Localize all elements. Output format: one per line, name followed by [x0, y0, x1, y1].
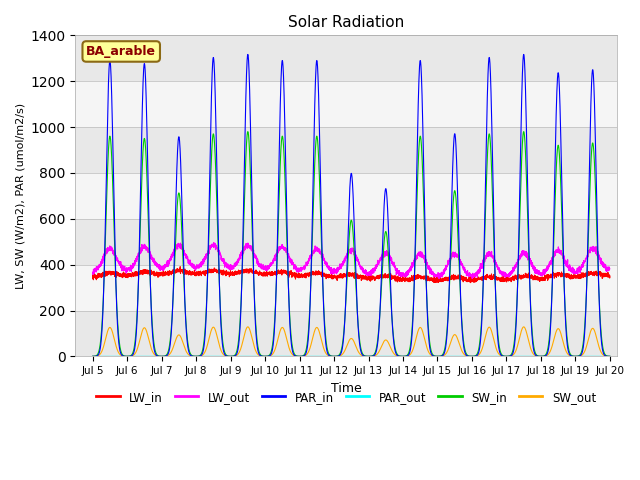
- Line: LW_out: LW_out: [93, 243, 610, 280]
- LW_out: [465, 277, 473, 283]
- Bar: [76, 36, 617, 81]
- PAR_in: [438, 353, 446, 359]
- SW_in: [89, 353, 97, 359]
- SW_out: [365, 353, 372, 359]
- LW_out: [210, 240, 218, 246]
- SW_in: [605, 353, 613, 359]
- Bar: [76, 127, 617, 173]
- X-axis label: Time: Time: [331, 382, 362, 395]
- SW_out: [467, 353, 475, 359]
- LW_in: [89, 276, 97, 281]
- Line: SW_in: SW_in: [93, 132, 610, 356]
- LW_in: [467, 278, 475, 284]
- SW_out: [244, 324, 252, 330]
- LW_in: [177, 264, 184, 270]
- LW_in: [182, 269, 189, 275]
- Legend: LW_in, LW_out, PAR_in, PAR_out, SW_in, SW_out: LW_in, LW_out, PAR_in, PAR_out, SW_in, S…: [92, 386, 601, 408]
- PAR_in: [244, 51, 252, 57]
- PAR_in: [182, 315, 189, 321]
- Line: SW_out: SW_out: [93, 327, 610, 356]
- PAR_out: [496, 353, 504, 359]
- SW_in: [606, 353, 614, 359]
- LW_in: [606, 273, 614, 279]
- Text: BA_arable: BA_arable: [86, 45, 156, 58]
- SW_in: [438, 352, 446, 358]
- SW_in: [467, 353, 475, 359]
- Y-axis label: LW, SW (W/m2), PAR (umol/m2/s): LW, SW (W/m2), PAR (umol/m2/s): [15, 103, 25, 289]
- Bar: [76, 219, 617, 264]
- SW_in: [182, 313, 189, 319]
- LW_in: [438, 276, 446, 282]
- PAR_in: [467, 353, 475, 359]
- Bar: [76, 264, 617, 311]
- LW_in: [605, 274, 613, 280]
- SW_in: [332, 353, 340, 359]
- PAR_in: [497, 351, 504, 357]
- SW_in: [244, 129, 252, 134]
- LW_out: [605, 264, 613, 270]
- PAR_out: [606, 353, 614, 359]
- PAR_in: [89, 353, 97, 359]
- Bar: [76, 173, 617, 219]
- PAR_out: [182, 353, 189, 359]
- Line: PAR_in: PAR_in: [93, 54, 610, 356]
- LW_in: [497, 275, 504, 281]
- LW_out: [182, 252, 189, 258]
- Title: Solar Radiation: Solar Radiation: [288, 15, 404, 30]
- PAR_in: [605, 353, 613, 359]
- LW_out: [606, 266, 614, 272]
- SW_out: [332, 353, 340, 359]
- Line: LW_in: LW_in: [93, 267, 610, 283]
- LW_in: [467, 280, 474, 286]
- Bar: [76, 311, 617, 356]
- SW_out: [497, 352, 504, 358]
- PAR_out: [438, 353, 446, 359]
- SW_out: [89, 353, 97, 359]
- SW_in: [497, 348, 504, 354]
- LW_in: [332, 274, 340, 279]
- SW_out: [182, 347, 189, 353]
- SW_out: [606, 353, 614, 359]
- SW_in: [365, 353, 372, 359]
- PAR_out: [332, 353, 339, 359]
- LW_out: [497, 270, 504, 276]
- PAR_in: [365, 353, 372, 359]
- LW_out: [438, 269, 446, 275]
- PAR_out: [467, 353, 475, 359]
- PAR_out: [605, 353, 613, 359]
- LW_out: [467, 272, 475, 278]
- PAR_out: [89, 353, 97, 359]
- LW_out: [332, 266, 340, 272]
- SW_out: [438, 353, 446, 359]
- Bar: [76, 81, 617, 127]
- SW_out: [605, 353, 613, 359]
- PAR_in: [606, 353, 614, 359]
- LW_out: [89, 271, 97, 276]
- PAR_in: [332, 353, 340, 359]
